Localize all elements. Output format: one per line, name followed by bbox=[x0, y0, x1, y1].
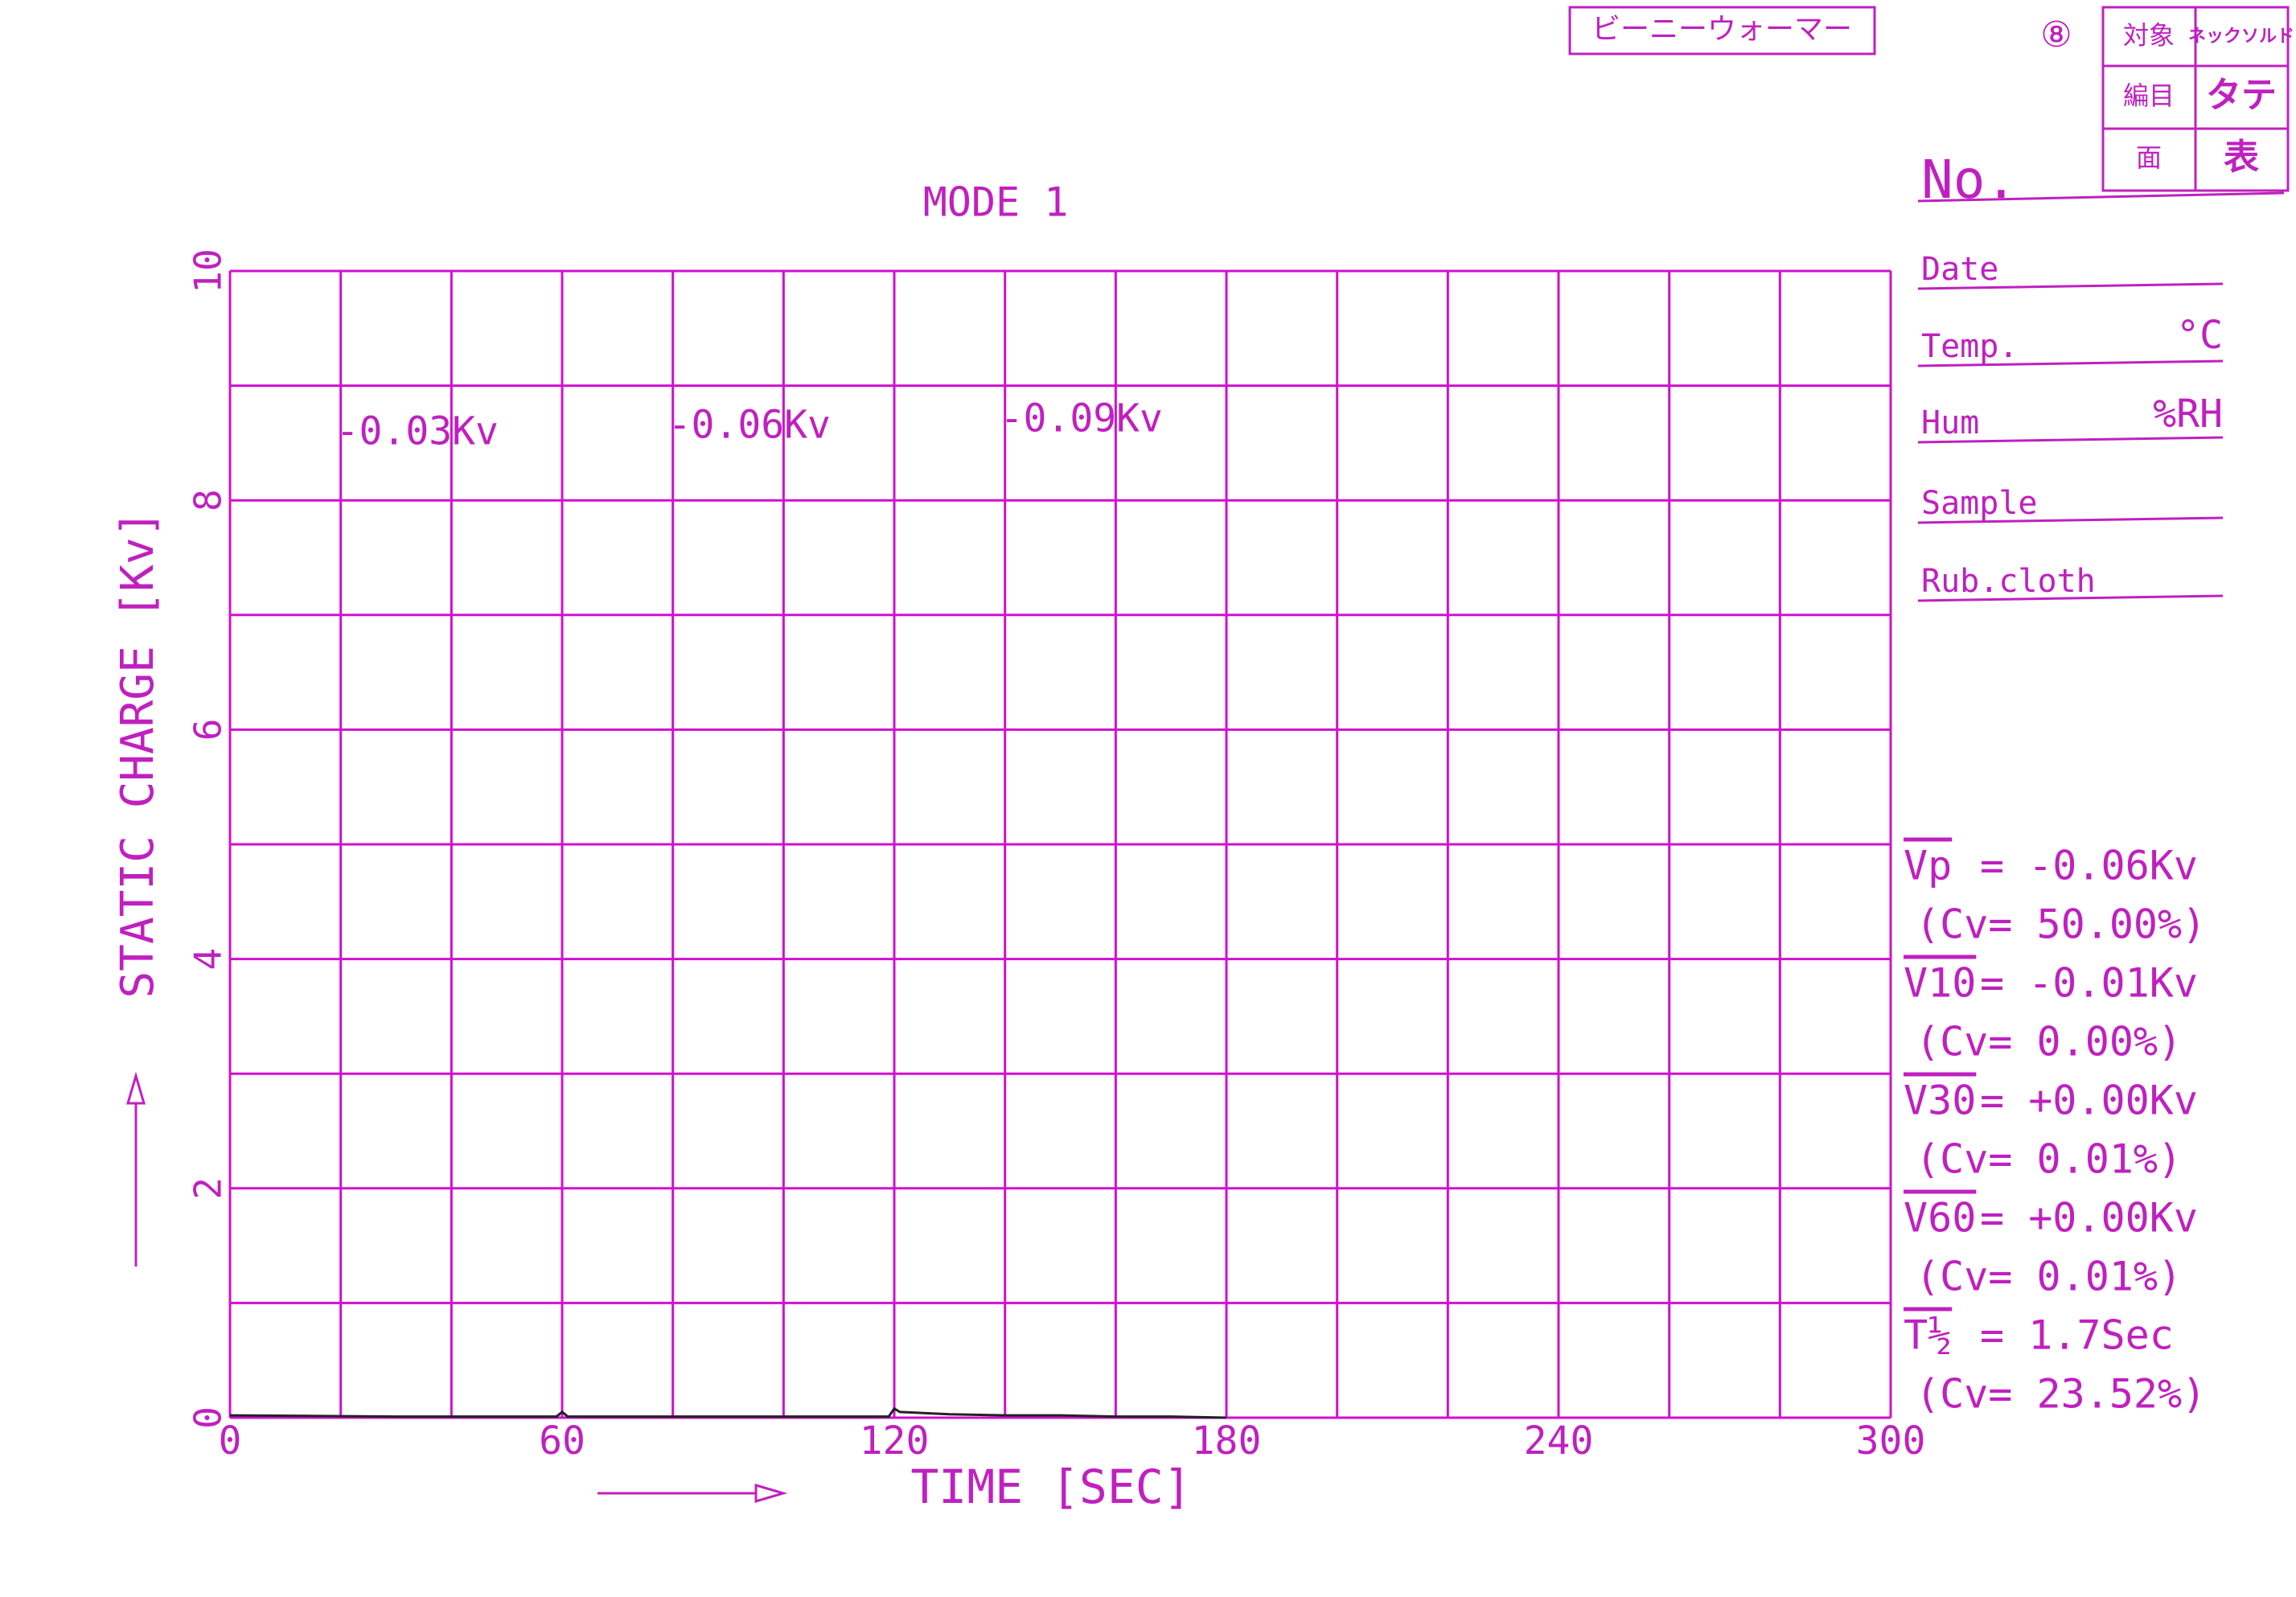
product-name: ビーニーウォーマー bbox=[1592, 13, 1852, 46]
y-tick-label: 6 bbox=[187, 719, 230, 741]
result-value: = -0.06Kv bbox=[1980, 843, 2198, 889]
y-tick-label: 0 bbox=[187, 1406, 230, 1429]
table-cell: ネックソルド bbox=[2188, 27, 2294, 47]
form-underline bbox=[1917, 594, 2224, 602]
y-tick-label: 10 bbox=[187, 248, 230, 293]
x-tick-label: 60 bbox=[539, 1418, 585, 1464]
result-cv: (Cv= 50.00%) bbox=[1916, 901, 2206, 948]
y-tick-label: 4 bbox=[187, 948, 230, 971]
table-cell: 編目 bbox=[2123, 80, 2175, 111]
x-tick-label: 180 bbox=[1192, 1418, 1262, 1464]
product-box bbox=[1568, 6, 1876, 55]
result-value: = +0.00Kv bbox=[1980, 1195, 2198, 1242]
result-label: V30 bbox=[1904, 1078, 1976, 1124]
form-label: Temp. bbox=[1921, 328, 2018, 365]
form-label: Rub.cloth bbox=[1921, 563, 2096, 600]
table-cell: 対象 bbox=[2123, 20, 2175, 51]
form-label: Hum bbox=[1921, 404, 1979, 441]
form-unit: %RH bbox=[2153, 392, 2223, 437]
charge-trace bbox=[229, 1406, 1227, 1419]
result-label: V10 bbox=[1904, 960, 1976, 1007]
result-label: T½ bbox=[1904, 1312, 1952, 1359]
x-tick-label: 240 bbox=[1524, 1418, 1594, 1464]
chart-title: MODE 1 bbox=[923, 179, 1069, 226]
form-underline bbox=[1917, 436, 2224, 444]
result-cv: (Cv= 0.00%) bbox=[1916, 1019, 2182, 1065]
table-cell: 表 bbox=[2224, 137, 2259, 178]
x-tick-label: 300 bbox=[1856, 1418, 1926, 1464]
form-underline bbox=[1917, 191, 2285, 203]
result-value: = +0.00Kv bbox=[1980, 1078, 2198, 1124]
form-label: Date bbox=[1921, 251, 1998, 288]
result-cv: (Cv= 23.52%) bbox=[1916, 1371, 2206, 1418]
result-value: = -0.01Kv bbox=[1980, 960, 2198, 1007]
form-label: Sample bbox=[1921, 485, 2038, 522]
y-axis-label: STATIC CHARGE [Kv] bbox=[112, 511, 164, 999]
table-cell: 面 bbox=[2136, 142, 2162, 173]
y-tick-label: 2 bbox=[187, 1177, 230, 1200]
result-label: Vp bbox=[1904, 843, 1952, 889]
result-cv: (Cv= 0.01%) bbox=[1916, 1136, 2182, 1183]
x-tick-label: 120 bbox=[860, 1418, 930, 1464]
axis-arrows bbox=[125, 1071, 788, 1504]
result-label: V60 bbox=[1904, 1195, 1976, 1242]
info-table bbox=[2101, 6, 2290, 192]
annotation: -0.09Kv bbox=[1000, 396, 1163, 441]
table-cell: タテ bbox=[2206, 75, 2277, 116]
form-unit: °C bbox=[2176, 313, 2223, 358]
form-underline bbox=[1917, 516, 2224, 524]
annotation: -0.06Kv bbox=[668, 403, 831, 448]
y-tick-label: 8 bbox=[187, 489, 230, 511]
x-axis-label: TIME [SEC] bbox=[910, 1459, 1191, 1514]
form-underline bbox=[1917, 359, 2224, 367]
x-tick-label: 0 bbox=[219, 1418, 242, 1464]
annotation: -0.03Kv bbox=[336, 409, 499, 454]
sheet-number: ⑧ bbox=[2040, 14, 2072, 55]
result-cv: (Cv= 0.01%) bbox=[1916, 1254, 2182, 1300]
form-underline bbox=[1917, 282, 2224, 290]
result-value: = 1.7Sec bbox=[1980, 1312, 2174, 1359]
